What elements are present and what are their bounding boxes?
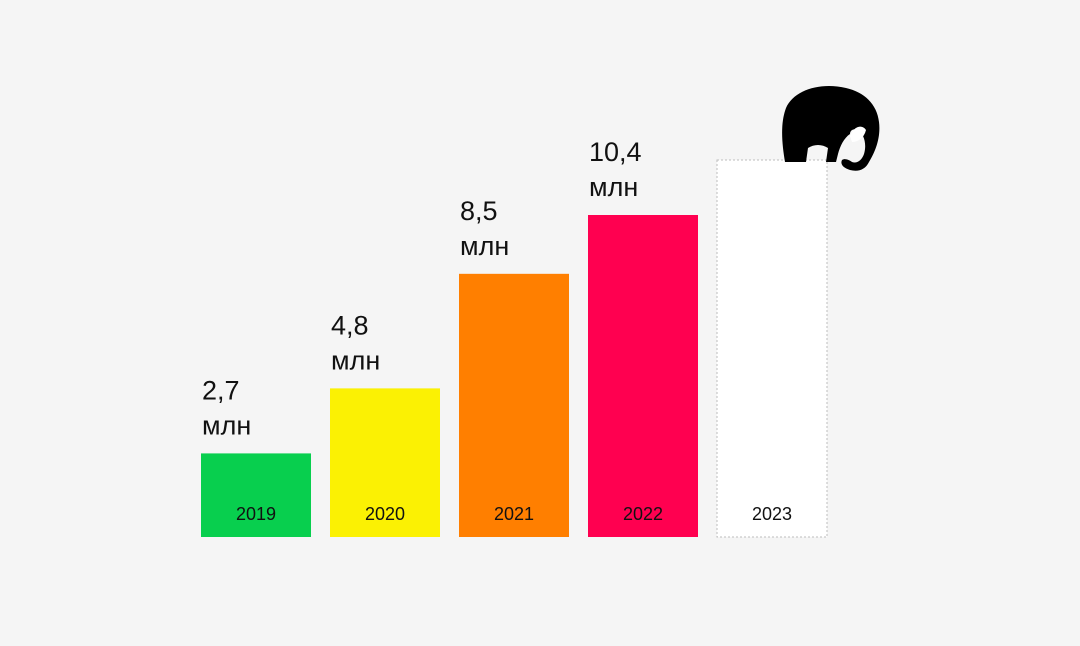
labels-group: 2019 2,7 млн 2020 4,8 млн 2021 8,5 млн 2022 10,4 мл… (202, 137, 792, 524)
unit-label-2021: млн (460, 231, 509, 261)
year-label-2023: 2023 (752, 504, 792, 524)
elephant-icon (782, 86, 880, 171)
value-label-2019: 2,7 (202, 375, 240, 405)
bar-2019 (201, 453, 311, 537)
bar-2020 (330, 388, 440, 537)
year-label-2021: 2021 (494, 504, 534, 524)
value-label-2021: 8,5 (460, 196, 498, 226)
year-label-2020: 2020 (365, 504, 405, 524)
value-label-2020: 4,8 (331, 310, 369, 340)
bar-2022 (588, 215, 698, 537)
bar-2021 (459, 273, 569, 537)
unit-label-2022: млн (589, 172, 638, 202)
bars-group (201, 159, 828, 538)
year-label-2019: 2019 (236, 504, 276, 524)
year-label-2022: 2022 (623, 504, 663, 524)
unit-label-2019: млн (202, 410, 251, 440)
unit-label-2020: млн (331, 345, 380, 375)
value-label-2022: 10,4 (589, 137, 642, 167)
bar-2023 (716, 159, 828, 538)
